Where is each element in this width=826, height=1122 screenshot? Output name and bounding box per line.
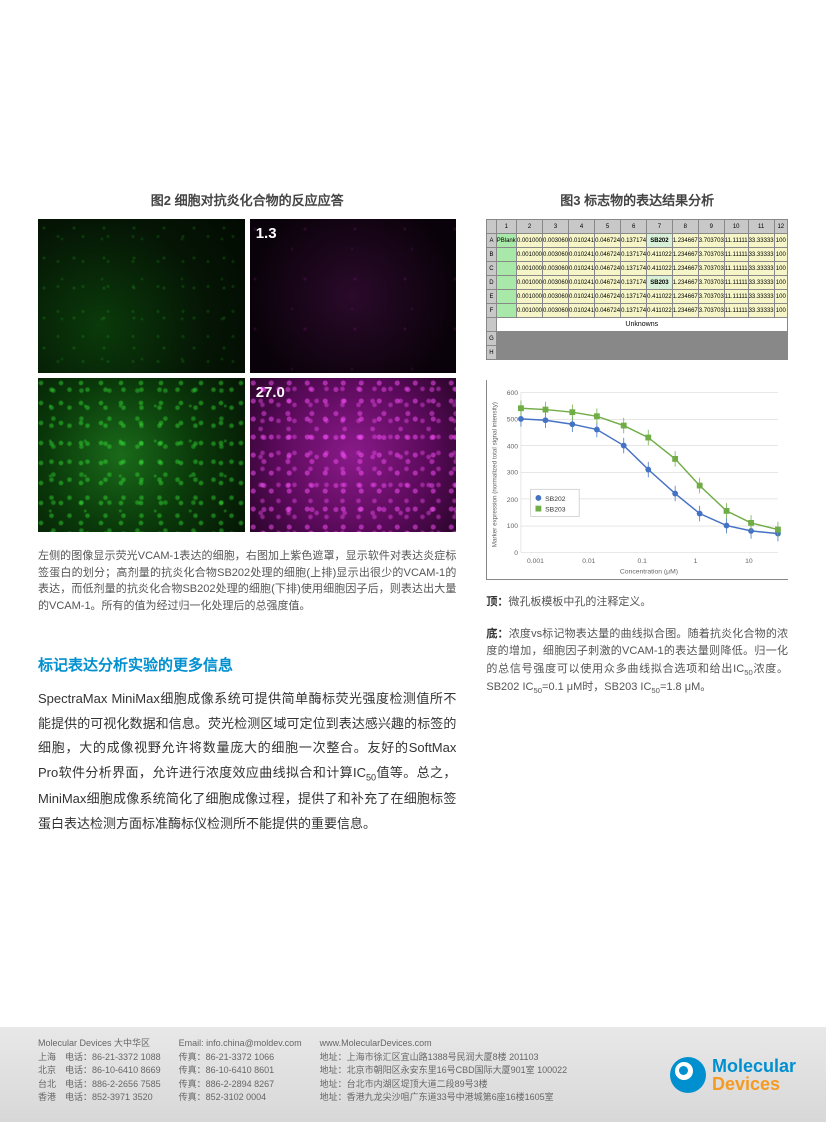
fig2-cell-top-left: [38, 219, 245, 373]
sub-50b: 50: [744, 668, 753, 677]
fig2-cell-top-right: 1.3: [250, 219, 457, 373]
svg-text:600: 600: [507, 390, 519, 397]
fax-3: 传真：852-3102 0004: [179, 1091, 302, 1105]
company: Molecular Devices 大中华区: [38, 1038, 150, 1048]
caption-bottom-label: 底：: [486, 628, 508, 640]
addr-1: 地址：北京市朝阳区永安东里16号CBD国际大厦901室 100022: [320, 1064, 568, 1078]
page-footer: Molecular Devices 大中华区 上海 电话：86-21-3372 …: [0, 1027, 826, 1122]
svg-text:0.001: 0.001: [527, 558, 544, 565]
left-column: 图2 细胞对抗炎化合物的反应应答 1.3 27.0 左侧的图像显示荧光VCAM-…: [38, 190, 456, 836]
col-h: 1: [496, 220, 516, 234]
fax-2: 传真：886-2-2894 8267: [179, 1078, 302, 1092]
svg-text:0.01: 0.01: [583, 558, 596, 565]
sub-50: 50: [366, 773, 376, 783]
svg-text:400: 400: [507, 443, 519, 450]
fig3-title: 图3 标志物的表达结果分析: [486, 190, 788, 209]
sub-50d: 50: [651, 686, 660, 695]
svg-text:1: 1: [694, 558, 698, 565]
footer-col-1: Molecular Devices 大中华区 上海 电话：86-21-3372 …: [38, 1037, 161, 1105]
col-h: 4: [569, 220, 595, 234]
svg-text:300: 300: [507, 470, 519, 477]
col-h: 6: [621, 220, 647, 234]
fax-0: 传真：86-21-3372 1066: [179, 1051, 302, 1065]
footer-col-3: www.MolecularDevices.com 地址：上海市徐汇区宜山路138…: [320, 1037, 568, 1105]
dose-response-chart: 0 100 200 300 400 500 600 0.001 0.01 0.1 1 10…: [486, 380, 788, 580]
col-h: 7: [647, 220, 673, 234]
fig2-label-2: 27.0: [256, 384, 285, 401]
tel-0: 电话：86-21-3372 1088: [65, 1052, 161, 1062]
city-0: 上海: [38, 1052, 56, 1062]
fig2-caption: 左侧的图像显示荧光VCAM-1表达的细胞，右图加上紫色遮罩，显示软件对表达炎症标…: [38, 548, 456, 614]
svg-text:10: 10: [745, 558, 753, 565]
plate-row: H: [487, 346, 788, 360]
footer-logo: Molecular Devices: [670, 1057, 796, 1093]
plate-row: APBlank0.0010000.0030600.0102410.0467240…: [487, 234, 788, 248]
col-h: 3: [543, 220, 569, 234]
plate-row: E0.0010000.0030600.0102410.0467240.13717…: [487, 290, 788, 304]
addr-0: 地址：上海市徐汇区宜山路1388号民润大厦8楼 201103: [320, 1051, 568, 1065]
logo-line1: Molecular: [712, 1057, 796, 1075]
fig2-image-grid: 1.3 27.0: [38, 219, 456, 532]
col-h: 9: [698, 220, 724, 234]
logo-line2: Devices: [712, 1075, 796, 1093]
svg-text:0.1: 0.1: [638, 558, 648, 565]
col-h: 2: [516, 220, 542, 234]
col-h: 8: [672, 220, 698, 234]
page-content: 图2 细胞对抗炎化合物的反应应答 1.3 27.0 左侧的图像显示荧光VCAM-…: [0, 0, 826, 836]
cb-a: 浓度vs标记物表达量的曲线拟合图。随着抗炎化合物的浓度的增加，细胞因子刺激的VC…: [486, 628, 788, 675]
footer-col-2: Email: info.china@moldev.com 传真：86-21-33…: [179, 1037, 302, 1105]
legend-sb202: SB202: [546, 496, 567, 503]
chart-svg: 0 100 200 300 400 500 600 0.001 0.01 0.1 1 10…: [487, 380, 788, 579]
website: www.MolecularDevices.com: [320, 1037, 568, 1051]
plate-row: B0.0010000.0030600.0102410.0467240.13717…: [487, 248, 788, 262]
city-3: 香港: [38, 1092, 56, 1102]
tel-2: 电话：886-2-2656 7585: [65, 1079, 161, 1089]
col-h: 10: [724, 220, 748, 234]
fig2-cell-bottom-right: 27.0: [250, 378, 457, 532]
fig2-title: 图2 细胞对抗炎化合物的反应应答: [38, 190, 456, 209]
plate-row: D0.0010000.0030600.0102410.0467240.13717…: [487, 276, 788, 290]
fig2-label-1: 1.3: [256, 225, 277, 242]
col-h: 11: [748, 220, 774, 234]
plate-row: G: [487, 332, 788, 346]
section-body: SpectraMax MiniMax细胞成像系统可提供简单酶标荧光强度检测值所不…: [38, 687, 456, 836]
y-axis-label: Marker expression (normalized total sign…: [492, 402, 499, 547]
svg-text:100: 100: [507, 523, 519, 530]
svg-text:0: 0: [515, 550, 519, 557]
plate-corner: [487, 220, 496, 234]
cb-d: =1.8 μM。: [660, 681, 711, 693]
logo-icon: [670, 1057, 706, 1093]
plate-table: 1 2 3 4 5 6 7 8 9 10 11 12 APBlank0.0010…: [486, 219, 788, 360]
col-h: 5: [595, 220, 621, 234]
logo-text: Molecular Devices: [712, 1057, 796, 1093]
right-column: 图3 标志物的表达结果分析 1 2 3 4 5 6 7 8 9 10 11 12: [486, 190, 788, 836]
fax-1: 传真：86-10-6410 8601: [179, 1064, 302, 1078]
tel-3: 电话：852-3971 3520: [65, 1092, 153, 1102]
col-h: 12: [774, 220, 787, 234]
section-title: 标记表达分析实验的更多信息: [38, 654, 456, 675]
plate-row: F0.0010000.0030600.0102410.0467240.13717…: [487, 304, 788, 318]
addr-2: 地址：台北市内湖区堤顶大道二段89号3楼: [320, 1078, 568, 1092]
caption-top-text: 微孔板模板中孔的注释定义。: [508, 596, 651, 608]
svg-text:500: 500: [507, 416, 519, 423]
svg-text:200: 200: [507, 497, 519, 504]
x-axis-label: Concentration (μM): [620, 569, 678, 576]
fig3-caption-top: 顶：微孔板模板中孔的注释定义。: [486, 594, 788, 612]
cb-c: =0.1 μM时，SB203 IC: [542, 681, 651, 693]
tel-1: 电话：86-10-6410 8669: [65, 1065, 161, 1075]
city-1: 北京: [38, 1065, 56, 1075]
plate-row: C0.0010000.0030600.0102410.0467240.13717…: [487, 262, 788, 276]
addr-3: 地址：香港九龙尖沙咀广东道33号中港城第6座16楼1605室: [320, 1091, 568, 1105]
legend-sb203: SB203: [546, 507, 567, 514]
caption-top-label: 顶：: [486, 596, 508, 608]
plate-header-row: 1 2 3 4 5 6 7 8 9 10 11 12: [487, 220, 788, 234]
city-2: 台北: [38, 1079, 56, 1089]
fig2-cell-bottom-left: [38, 378, 245, 532]
email: Email: info.china@moldev.com: [179, 1038, 302, 1048]
sub-50c: 50: [533, 686, 542, 695]
fig3-caption-bottom: 底：浓度vs标记物表达量的曲线拟合图。随着抗炎化合物的浓度的增加，细胞因子刺激的…: [486, 626, 788, 698]
